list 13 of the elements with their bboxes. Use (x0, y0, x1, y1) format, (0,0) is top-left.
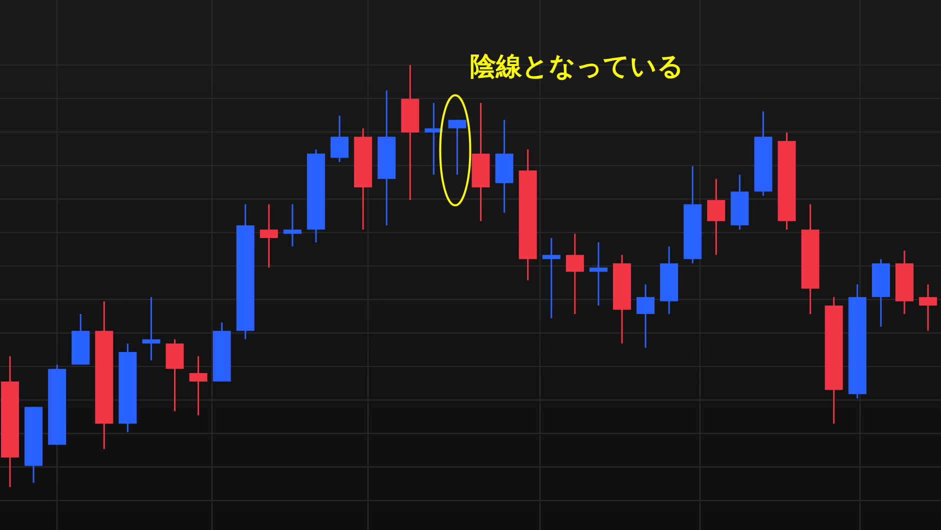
candlestick (142, 296, 160, 362)
candlestick (542, 237, 560, 319)
candlestick (330, 114, 349, 163)
candlestick (283, 204, 302, 248)
candlestick (260, 204, 278, 268)
candlestick (589, 241, 608, 306)
candlestick (448, 119, 466, 176)
candlestick (636, 284, 655, 348)
annotation: 陰線となっている (470, 52, 684, 82)
candlestick (919, 284, 937, 332)
candlestick (566, 233, 584, 315)
candlestick (707, 178, 726, 256)
candlestick (189, 355, 208, 416)
